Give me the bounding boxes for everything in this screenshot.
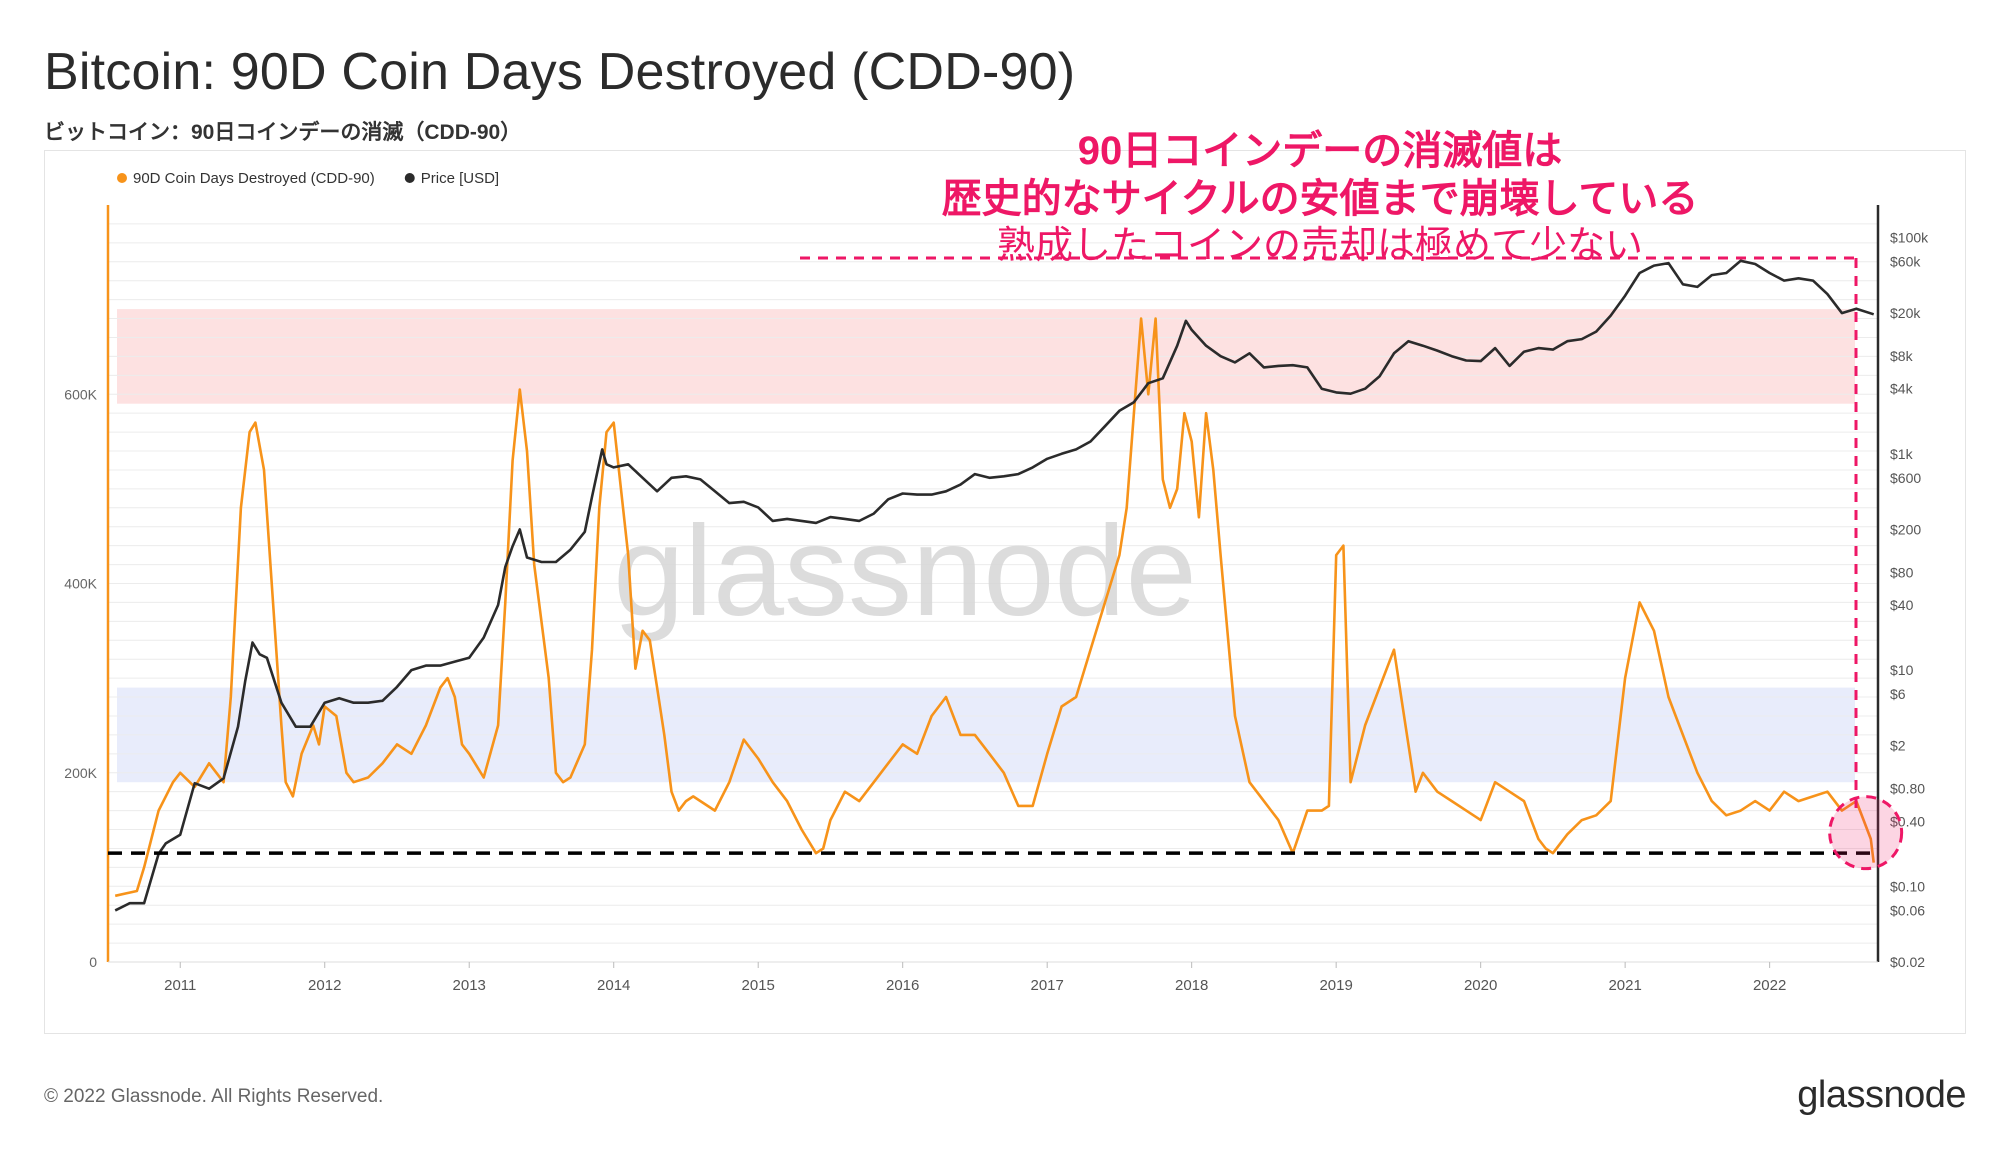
annotation-line-2: 歴史的なサイクルの安値まで崩壊している bbox=[941, 177, 1699, 221]
watermark: glassnode bbox=[613, 500, 1197, 643]
y-right-tick-label: $60k bbox=[1890, 254, 1921, 270]
y-right-tick-label: $8k bbox=[1890, 348, 1914, 364]
x-tick-label: 2014 bbox=[597, 977, 630, 994]
legend-label-0: 90D Coin Days Destroyed (CDD-90) bbox=[133, 170, 375, 187]
y-right-tick-label: $80 bbox=[1890, 564, 1914, 580]
x-tick-label: 2018 bbox=[1175, 977, 1208, 994]
annotation-line-3: 熟成したコインの売却は極めて少ない bbox=[996, 225, 1643, 267]
y-right-tick-label: $0.06 bbox=[1890, 902, 1925, 918]
y-right-tick-label: $600 bbox=[1890, 470, 1921, 486]
annotation-line-1: 90日コインデーの消滅値は bbox=[1077, 129, 1563, 173]
legend-marker-0 bbox=[117, 173, 127, 183]
y-left-tick-label: 400K bbox=[64, 576, 97, 592]
y-right-tick-label: $20k bbox=[1890, 305, 1921, 321]
glassnode-logo: glassnode bbox=[1797, 1074, 1966, 1116]
y-left-tick-label: 600K bbox=[64, 386, 97, 402]
x-tick-label: 2011 bbox=[164, 977, 196, 994]
y-right-tick-label: $1k bbox=[1890, 446, 1914, 462]
legend-label-1: Price [USD] bbox=[421, 170, 499, 187]
x-tick-label: 2019 bbox=[1319, 977, 1352, 994]
y-right-tick-label: $40 bbox=[1890, 597, 1914, 613]
page-title: Bitcoin: 90D Coin Days Destroyed (CDD-90… bbox=[44, 43, 1076, 101]
legend-marker-1 bbox=[404, 173, 415, 183]
x-tick-label: 2015 bbox=[742, 977, 775, 994]
price-series-line bbox=[114, 259, 1875, 912]
cdd-series-line bbox=[114, 317, 1875, 898]
x-tick-label: 2020 bbox=[1464, 977, 1497, 994]
y-right-tick-label: $0.10 bbox=[1890, 878, 1925, 894]
x-tick-label: 2017 bbox=[1030, 977, 1063, 994]
y-right-tick-label: $2 bbox=[1890, 738, 1906, 754]
y-right-tick-label: $4k bbox=[1890, 381, 1914, 397]
y-right-tick-label: $200 bbox=[1890, 521, 1921, 537]
x-tick-label: 2012 bbox=[308, 977, 341, 994]
y-left-tick-label: 200K bbox=[64, 765, 97, 781]
copyright-text: © 2022 Glassnode. All Rights Reserved. bbox=[44, 1086, 384, 1107]
y-right-tick-label: $0.80 bbox=[1890, 781, 1925, 797]
x-tick-label: 2016 bbox=[886, 977, 919, 994]
x-tick-label: 2013 bbox=[453, 977, 486, 994]
y-right-tick-label: $100k bbox=[1890, 230, 1929, 246]
chart-panel bbox=[44, 150, 1966, 1034]
y-right-tick-label: $10 bbox=[1890, 662, 1914, 678]
x-tick-label: 2022 bbox=[1753, 977, 1786, 994]
y-right-tick-label: $6 bbox=[1890, 686, 1906, 702]
highlight-circle bbox=[1828, 795, 1904, 871]
y-right-tick-label: $0.02 bbox=[1890, 954, 1925, 970]
x-tick-label: 2021 bbox=[1608, 977, 1641, 994]
page-subtitle: ビットコイン：90日コインデーの消滅（CDD-90） bbox=[44, 121, 522, 144]
y-left-tick-label: 0 bbox=[89, 954, 97, 970]
